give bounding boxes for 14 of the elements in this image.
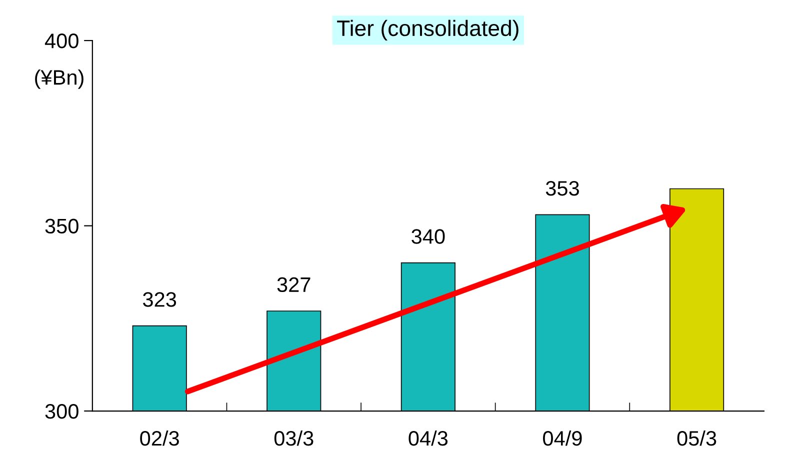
data-label: 340	[412, 229, 445, 244]
y-axis-title: (¥Bn)	[35, 70, 84, 89]
x-tick-label: 05/3	[677, 430, 716, 446]
data-label: 327	[277, 277, 310, 292]
x-tick-label: 04/9	[543, 430, 582, 446]
data-label: 353	[546, 180, 579, 196]
y-tick-label: 400	[44, 34, 78, 48]
x-tick-label: 04/3	[408, 430, 448, 446]
data-label: 323	[142, 292, 176, 307]
y-tick-label: 350	[45, 218, 78, 234]
x-tick-label: 02/3	[140, 430, 179, 446]
y-tick-label: 300	[45, 404, 78, 419]
x-tick-label: 03/3	[274, 430, 314, 446]
chart-title: Tier (consolidated)	[337, 20, 518, 41]
